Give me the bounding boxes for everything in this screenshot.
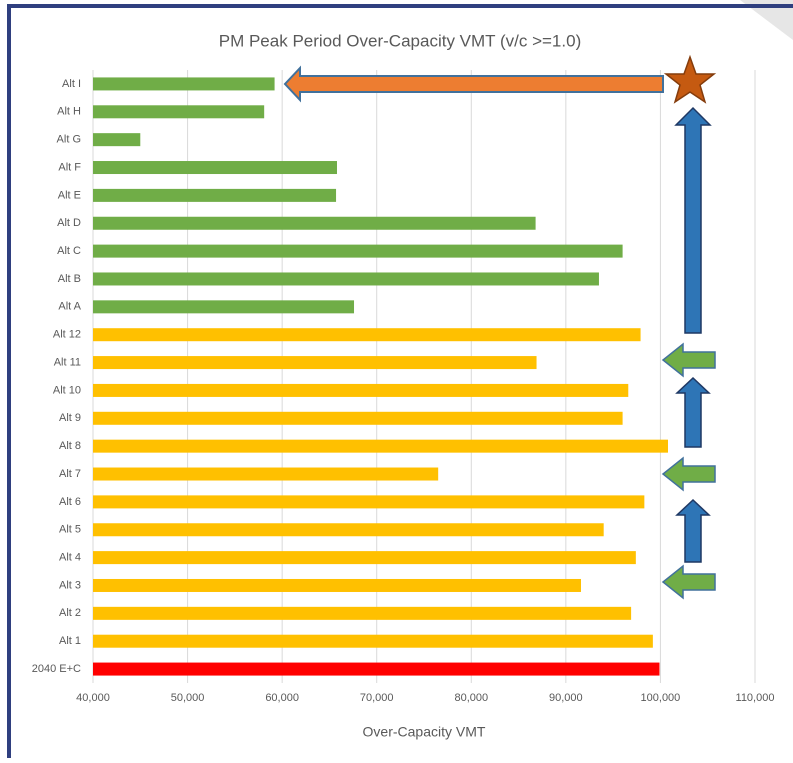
bar: [93, 578, 581, 592]
y-tick-label: Alt F: [58, 161, 81, 173]
bar: [93, 77, 275, 91]
page-corner: [740, 0, 793, 40]
y-tick-label: Alt 9: [59, 412, 81, 424]
x-tick-label: 70,000: [360, 692, 394, 704]
green-arrow: [661, 342, 716, 378]
bar: [93, 662, 660, 676]
y-tick-label: Alt 3: [59, 579, 81, 591]
x-tick-label: 110,000: [736, 692, 775, 704]
green-arrow: [661, 456, 716, 492]
bar: [93, 383, 629, 397]
x-tick-label: 90,000: [549, 692, 583, 704]
y-tick-label: Alt A: [58, 301, 81, 313]
bar: [93, 523, 604, 537]
y-tick-label: Alt G: [57, 134, 81, 146]
y-tick-label: 2040 E+C: [32, 663, 81, 675]
y-tick-label: Alt 11: [54, 356, 81, 368]
x-axis-title: Over-Capacity VMT: [363, 724, 486, 740]
green-arrow: [661, 564, 716, 600]
y-tick-label: Alt 8: [59, 440, 81, 452]
y-tick-label: Alt 6: [59, 496, 81, 508]
blue-arrow: [675, 498, 711, 563]
bar: [93, 606, 632, 620]
bar: [93, 105, 265, 119]
y-tick-label: Alt 4: [59, 552, 81, 564]
bar: [93, 272, 599, 286]
y-tick-label: Alt 1: [59, 635, 81, 647]
blue-arrow: [675, 376, 711, 448]
star: [663, 54, 717, 104]
bar: [93, 467, 439, 481]
bar: [93, 244, 623, 258]
bar: [93, 328, 641, 342]
annotations: [283, 54, 717, 600]
y-tick-label: Alt E: [58, 189, 81, 201]
y-tick-label: Alt C: [57, 245, 81, 257]
chart-title: PM Peak Period Over-Capacity VMT (v/c >=…: [219, 31, 581, 50]
y-tick-label: Alt D: [57, 217, 81, 229]
bar: [93, 216, 536, 230]
y-tick-label: Alt H: [57, 106, 81, 118]
y-tick-label: Alt 5: [59, 524, 81, 536]
bar: [93, 188, 337, 202]
y-tick-label: Alt B: [58, 273, 81, 285]
y-tick-label: Alt 12: [53, 329, 81, 341]
bar: [93, 495, 645, 509]
bar: [93, 411, 623, 425]
bar: [93, 300, 355, 314]
bar: [93, 356, 537, 370]
bar: [93, 551, 636, 565]
x-tick-label: 60,000: [265, 692, 299, 704]
y-tick-label: Alt I: [62, 78, 81, 90]
y-tick-label: Alt 7: [59, 468, 81, 480]
orange-arrow: [283, 65, 664, 103]
frame: [7, 4, 793, 758]
x-tick-label: 100,000: [641, 692, 681, 704]
plot: 40,000 50,000 60,000 70,000 80,000 90,000 100,…: [32, 70, 775, 704]
y-tick-label: Alt 10: [53, 384, 81, 396]
x-tick-label: 50,000: [171, 692, 205, 704]
blue-arrow: [674, 106, 712, 334]
bar: [93, 634, 653, 648]
bar: [93, 133, 141, 147]
bar: [93, 439, 668, 453]
bar: [93, 161, 337, 175]
y-tick-label: Alt 2: [59, 607, 81, 619]
x-tick-label: 80,000: [454, 692, 488, 704]
x-tick-label: 40,000: [76, 692, 110, 704]
